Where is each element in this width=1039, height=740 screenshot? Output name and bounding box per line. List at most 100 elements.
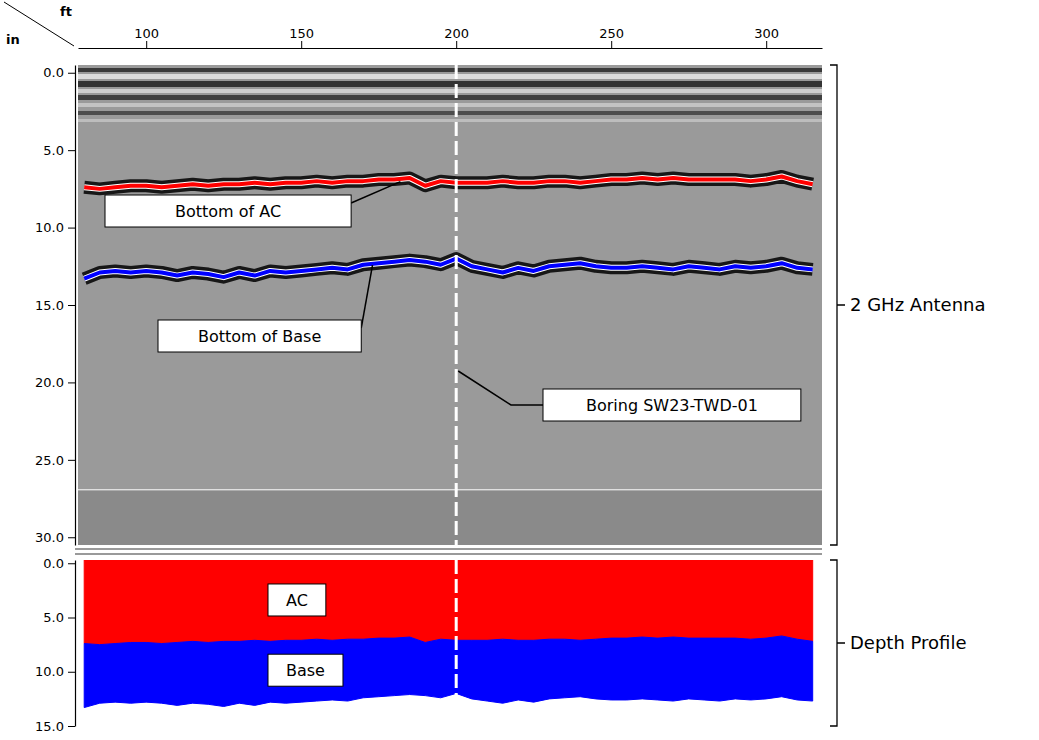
panel-separator	[75, 548, 822, 550]
y-tick: 0.0	[43, 556, 75, 571]
layer-label-box	[268, 584, 326, 616]
reflection-band	[78, 111, 822, 115]
x-tick-label: 200	[444, 26, 469, 41]
reflection-band	[78, 74, 822, 79]
annotation-leader	[351, 182, 400, 203]
line-halo-dark	[84, 259, 813, 279]
y-tick-label: 5.0	[43, 143, 64, 158]
x-axis-line	[79, 48, 823, 49]
y-tick-mark	[68, 305, 75, 306]
x-tick: 150	[289, 26, 314, 48]
annotation-leader	[361, 265, 372, 328]
y-axis-title: in	[6, 32, 20, 47]
no-signal-edge	[78, 489, 822, 490]
series-line	[84, 176, 813, 188]
y-tick: 30.0	[35, 530, 75, 545]
boring-leader	[458, 371, 543, 405]
y-tick-mark	[68, 150, 75, 151]
y-tick-mark	[68, 618, 75, 619]
y-tick-mark	[68, 228, 75, 229]
y-tick-mark	[68, 73, 75, 74]
y-tick-label: 0.0	[43, 65, 64, 80]
radar-background	[78, 65, 822, 545]
profile-background	[78, 560, 822, 726]
panel-title: 2 GHz Antenna	[850, 294, 986, 315]
plot-area-1	[78, 560, 822, 726]
x-tick-label: 300	[754, 26, 779, 41]
annotation-label: Bottom of Base	[198, 327, 321, 346]
no-signal-zone	[78, 490, 822, 545]
x-tick-label: 100	[134, 26, 159, 41]
layer-label: AC	[286, 591, 308, 610]
reflection-band	[78, 68, 822, 72]
x-tick: 200	[444, 26, 469, 48]
boring-label-box	[543, 389, 801, 421]
boring-line	[455, 560, 458, 726]
x-tick-label: 150	[289, 26, 314, 41]
panel-separator	[75, 553, 822, 555]
layer-area	[84, 636, 813, 708]
panel-title: Depth Profile	[850, 632, 967, 653]
y-tick: 15.0	[35, 298, 75, 313]
corner-diagonal	[4, 2, 74, 46]
y-tick-label: 15.0	[35, 719, 64, 734]
y-tick-mark	[68, 382, 75, 383]
annotation-label-group: Bottom of AC	[105, 195, 351, 227]
layer-label: Base	[286, 661, 325, 680]
x-tick-mark	[146, 41, 147, 48]
reflection-band	[78, 119, 822, 122]
y-tick-label: 25.0	[35, 452, 64, 467]
y-tick: 10.0	[35, 220, 75, 235]
plot-area-0	[78, 65, 822, 545]
y-tick-mark	[68, 563, 75, 564]
y-tick-label: 0.0	[43, 556, 64, 571]
y-tick-label: 10.0	[35, 664, 64, 679]
x-tick-mark	[611, 41, 612, 48]
reflection-band	[78, 81, 822, 87]
chart-root: 100 150 200 250 300 0.0 5.0 10.0 15.0 20.0 25.0 30.…	[0, 0, 1039, 740]
y-axis: 0.0 5.0 10.0 15.0	[35, 556, 75, 734]
series-line	[84, 259, 813, 279]
reflection-band	[78, 89, 822, 93]
annotation-label: Bottom of AC	[175, 202, 281, 221]
panel-bracket	[830, 560, 845, 726]
boring-label-group: Boring SW23-TWD-01	[543, 389, 801, 421]
y-tick: 5.0	[43, 610, 75, 625]
x-axis-title: ft	[60, 4, 72, 19]
y-tick-mark	[68, 460, 75, 461]
line-halo-light	[84, 176, 813, 188]
x-tick-mark	[456, 41, 457, 48]
panel-bracket	[830, 65, 845, 545]
boring-line	[455, 65, 458, 545]
y-tick: 10.0	[35, 664, 75, 679]
x-tick: 300	[754, 26, 779, 48]
x-tick-mark	[301, 41, 302, 48]
y-axis-line	[75, 561, 76, 727]
y-tick: 25.0	[35, 452, 75, 467]
line-halo-light	[84, 259, 813, 279]
annotation-label-box	[158, 320, 361, 352]
y-tick: 5.0	[43, 143, 75, 158]
y-tick-label: 15.0	[35, 298, 64, 313]
y-tick-label: 20.0	[35, 375, 64, 390]
reflection-band	[78, 95, 822, 100]
x-tick-label: 250	[599, 26, 624, 41]
x-tick: 100	[134, 26, 159, 48]
x-tick: 250	[599, 26, 624, 48]
y-tick: 20.0	[35, 375, 75, 390]
y-axis: 0.0 5.0 10.0 15.0 20.0 25.0 30.0	[35, 65, 75, 545]
y-tick: 15.0	[35, 719, 75, 734]
boring-label: Boring SW23-TWD-01	[586, 396, 758, 415]
layer-label-group: Base	[268, 654, 343, 686]
y-tick-label: 30.0	[35, 530, 64, 545]
layer-area	[84, 560, 813, 645]
y-tick-mark	[68, 726, 75, 727]
y-tick-label: 5.0	[43, 610, 64, 625]
chart-svg: 100 150 200 250 300 0.0 5.0 10.0 15.0 20.0 25.0 30.…	[0, 0, 1039, 740]
y-tick: 0.0	[43, 65, 75, 80]
annotation-label-group: Bottom of Base	[158, 320, 361, 352]
y-tick-mark	[68, 537, 75, 538]
y-axis-line	[75, 66, 76, 546]
line-halo-dark	[84, 176, 813, 188]
reflection-band	[78, 103, 822, 107]
